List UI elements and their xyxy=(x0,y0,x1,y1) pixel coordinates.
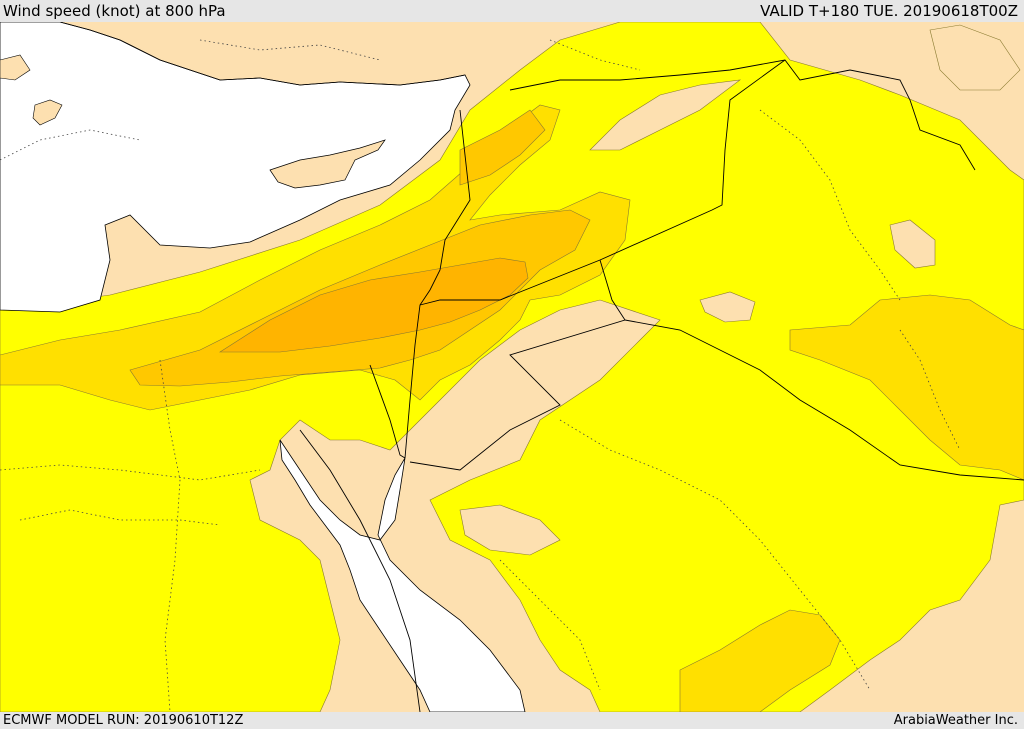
internal-boundaries xyxy=(0,39,961,712)
sea-red-sea xyxy=(279,439,526,712)
valid-time: VALID T+180 TUE. 20190618T00Z xyxy=(760,2,1018,20)
calm-patch-1 xyxy=(699,291,756,323)
island-aegean-2 xyxy=(0,54,31,81)
header-bar: Wind speed (knot) at 800 hPa VALID T+180… xyxy=(0,0,1024,22)
calm-patch-3 xyxy=(459,504,561,556)
calm-patch-2 xyxy=(889,219,936,269)
wind-band-gold-east xyxy=(789,294,1024,481)
wind-speed-map xyxy=(0,22,1024,712)
map-title: Wind speed (knot) at 800 hPa xyxy=(3,2,226,20)
country-borders xyxy=(299,59,1024,712)
wind-band-gold-south xyxy=(679,609,841,712)
credit: ArabiaWeather Inc. xyxy=(893,713,1018,728)
wind-band-amber-ne xyxy=(459,109,546,186)
wind-band-yellow xyxy=(0,22,1024,712)
wind-band-gold xyxy=(0,104,631,411)
coastline-anatolia xyxy=(59,22,466,86)
wind-band-orange xyxy=(218,257,529,353)
calm-patch-caspian xyxy=(929,24,1021,91)
model-run: ECMWF MODEL RUN: 20190610T12Z xyxy=(3,713,244,728)
calm-patch-ne xyxy=(589,79,742,151)
footer-bar: ECMWF MODEL RUN: 20190610T12Z ArabiaWeat… xyxy=(0,712,1024,729)
island-cyprus xyxy=(269,139,386,189)
island-aegean xyxy=(32,99,63,126)
